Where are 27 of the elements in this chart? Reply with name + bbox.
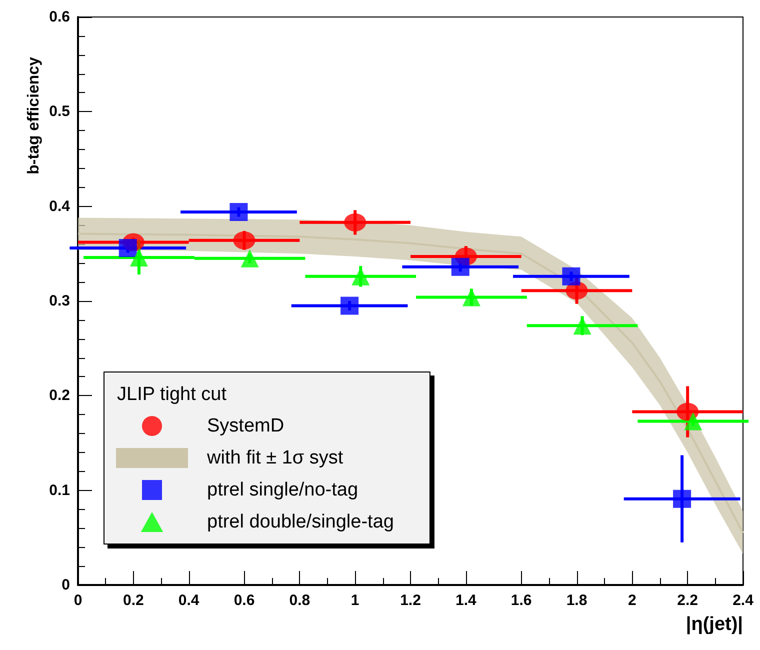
x-tick-label: 1 (350, 592, 360, 609)
x-tick-label: 2 (628, 592, 636, 609)
x-tick-label: 0.8 (289, 592, 310, 609)
legend-label: ptrel single/no-tag (207, 480, 358, 500)
y-tick-label: 0.6 (49, 8, 70, 26)
y-tick-label: 0.2 (49, 387, 70, 404)
y-tick-label: 0.4 (49, 198, 71, 215)
x-axis-title: |η(jet)| (686, 614, 743, 635)
legend-label: with fit ± 1σ syst (206, 448, 344, 468)
x-tick-label: 1.4 (455, 592, 477, 609)
y-tick-label: 0.1 (49, 482, 70, 499)
x-tick-label: 1.8 (566, 592, 588, 609)
y-tick-label: 0.3 (49, 292, 70, 310)
legend-label: ptrel double/single-tag (207, 512, 394, 532)
x-tick-label: 1.6 (510, 592, 532, 609)
x-tick-label: 2.2 (677, 592, 698, 609)
x-tick-label: 0.2 (122, 592, 144, 609)
x-tick-label: 0.6 (234, 592, 255, 609)
y-axis-title: b-tag efficiency (26, 56, 42, 174)
legend-title: JLIP tight cut (117, 384, 228, 405)
x-tick-label: 1.2 (400, 592, 421, 609)
legend-label: SystemD (207, 416, 284, 436)
x-tick-label: 0 (74, 592, 82, 609)
y-tick-label: 0.5 (49, 103, 70, 120)
x-tick-label: 2.4 (732, 592, 754, 609)
y-tick-label: 0 (62, 576, 70, 594)
x-tick-label: 0.4 (178, 592, 200, 609)
